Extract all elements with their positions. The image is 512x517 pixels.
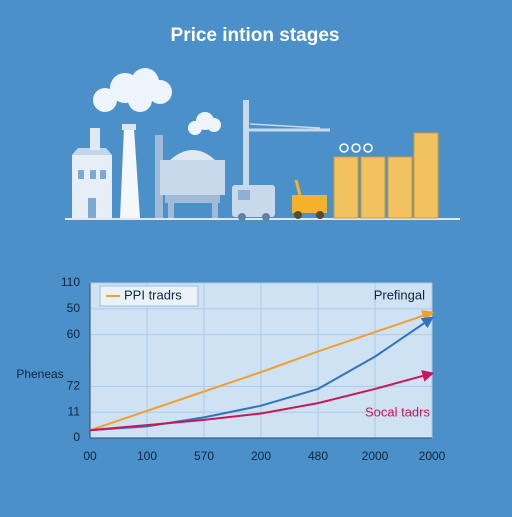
chart-title: Price intion stages [171,25,340,46]
x-tick-label: 00 [83,449,97,463]
x-tick-label: 570 [194,449,214,463]
y-tick-label: 110 [61,275,80,289]
annotation: Prefingal [374,287,425,302]
x-tick-label: 480 [308,449,328,463]
x-tick-label: 200 [251,449,271,463]
series-label: Socal tadrs [365,404,431,419]
series-line [89,370,435,432]
y-tick-label: 11 [68,404,81,418]
series-line [89,310,435,432]
y-axis-label: Pheneas [16,367,63,381]
y-tick-label: 50 [67,301,81,315]
y-tick-label: 60 [67,327,81,341]
legend [99,285,199,307]
x-tick-label: 2000 [362,449,389,463]
y-tick-label: 72 [67,379,81,393]
x-tick-label: 2000 [419,449,446,463]
y-tick-label: 0 [73,430,80,444]
industry-illustration [65,68,460,221]
series-line [89,316,434,432]
x-tick-label: 100 [137,449,157,463]
legend-label: PPI tradrs [124,287,182,302]
